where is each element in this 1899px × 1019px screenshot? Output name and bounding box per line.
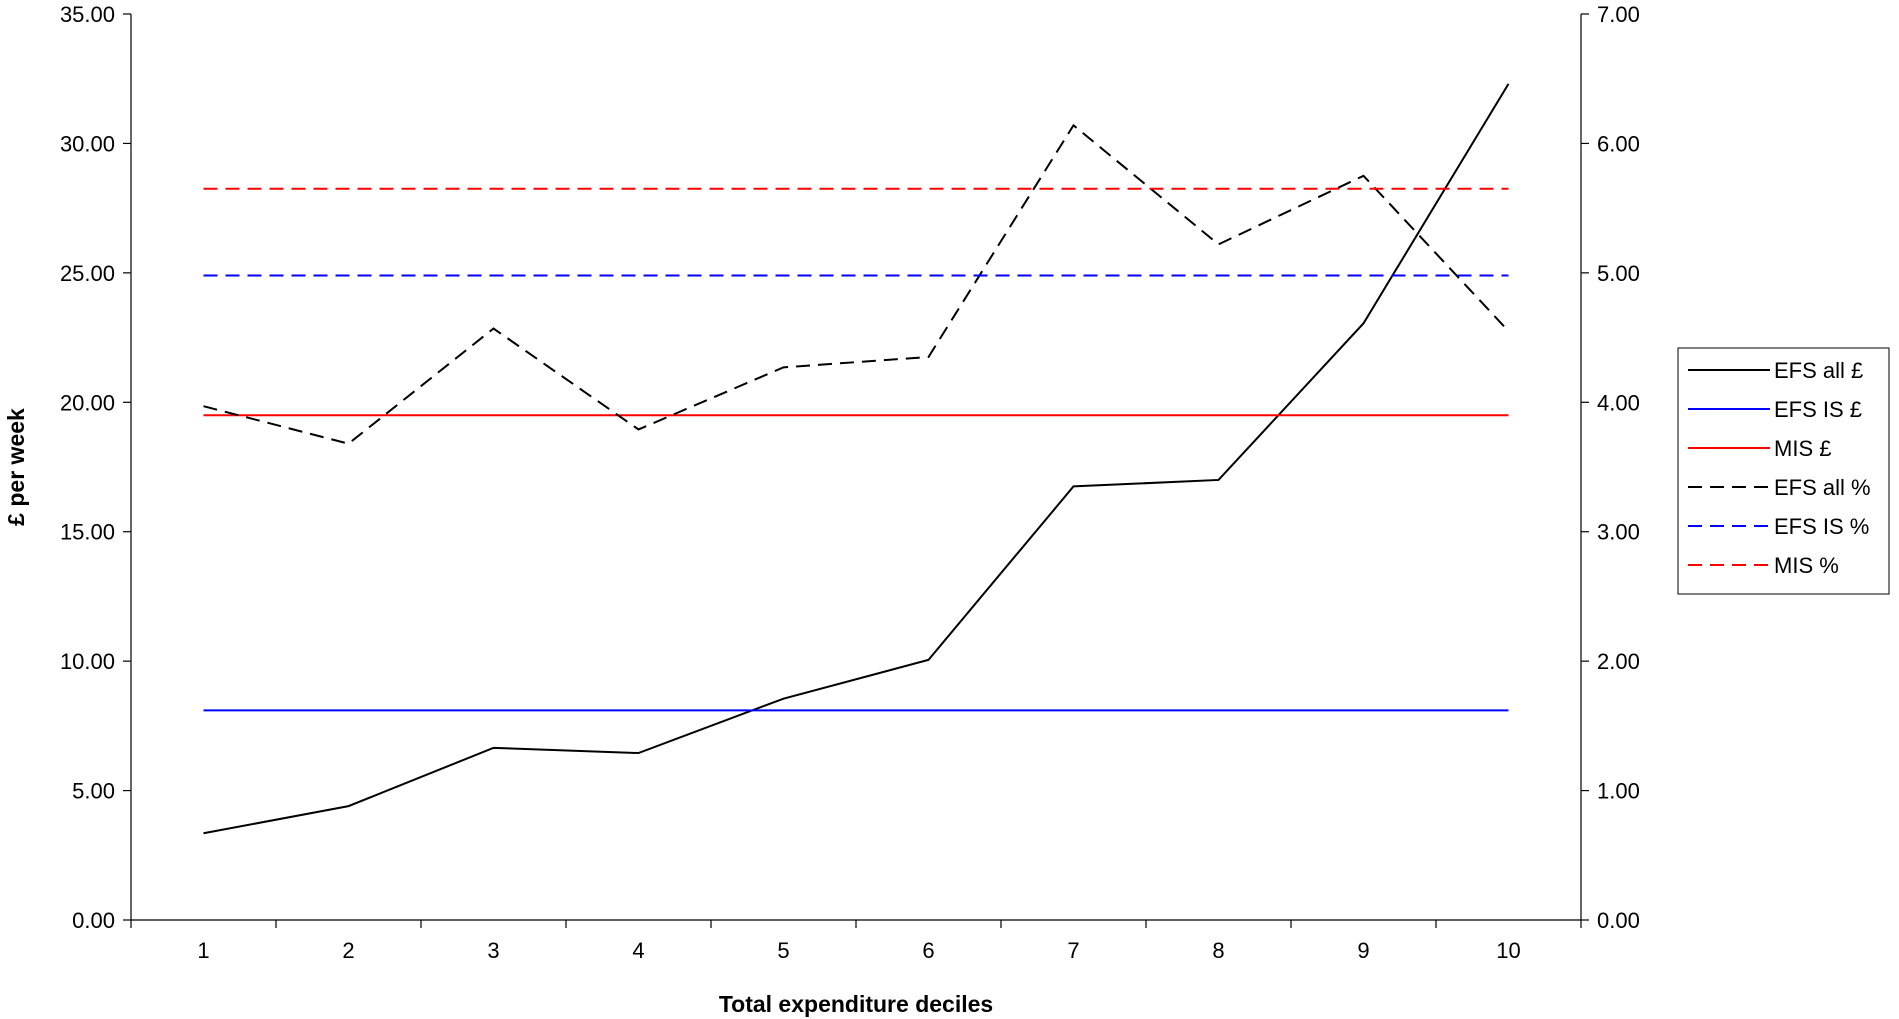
legend-box [1677,347,1890,595]
series-line-1 [203,83,1510,835]
x-tick-label: 7 [1067,938,1079,963]
legend-label-3: MIS £ [1774,436,1831,461]
x-tick-label: 6 [922,938,934,963]
y2-tick-label: 2.00 [1597,649,1640,674]
x-tick-label: 10 [1496,938,1520,963]
x-tick-label: 4 [632,938,644,963]
y2-tick-label: 7.00 [1597,2,1640,27]
x-tick-label: 8 [1212,938,1224,963]
y-tick-label: 35.00 [60,2,115,27]
axes: 0.005.0010.0015.0020.0025.0030.0035.000.… [60,2,1640,963]
legend: EFS all £ EFS IS £ MIS £ EFS all % EFS IS % M… [1677,347,1890,595]
legend-label-4: EFS all % [1774,475,1871,500]
y2-tick-label: 1.00 [1597,779,1640,804]
x-tick-label: 3 [487,938,499,963]
y-tick-label: 20.00 [60,390,115,415]
legend-label-5: EFS IS % [1774,514,1869,539]
y-tick-label: 30.00 [60,131,115,156]
y-tick-label: 0.00 [72,908,115,933]
series-group [203,83,1510,835]
y-tick-label: 25.00 [60,261,115,286]
y2-tick-label: 0.00 [1597,908,1640,933]
y-axis-title: £ per week [3,408,29,526]
y-tick-label: 15.00 [60,520,115,545]
y2-tick-label: 3.00 [1597,520,1640,545]
x-tick-label: 5 [777,938,789,963]
legend-label-2: EFS IS £ [1774,397,1862,422]
y-tick-label: 5.00 [72,779,115,804]
y-tick-label: 10.00 [60,649,115,674]
legend-label-6: MIS % [1774,553,1839,578]
x-tick-label: 2 [342,938,354,963]
x-tick-label: 1 [197,938,209,963]
y2-tick-label: 4.00 [1597,390,1640,415]
x-tick-label: 9 [1357,938,1369,963]
y2-tick-label: 5.00 [1597,261,1640,286]
legend-label-1: EFS all £ [1774,358,1863,383]
series-line-4 [203,123,1510,445]
y2-tick-label: 6.00 [1597,131,1640,156]
x-axis-title: Total expenditure deciles [719,991,993,1017]
